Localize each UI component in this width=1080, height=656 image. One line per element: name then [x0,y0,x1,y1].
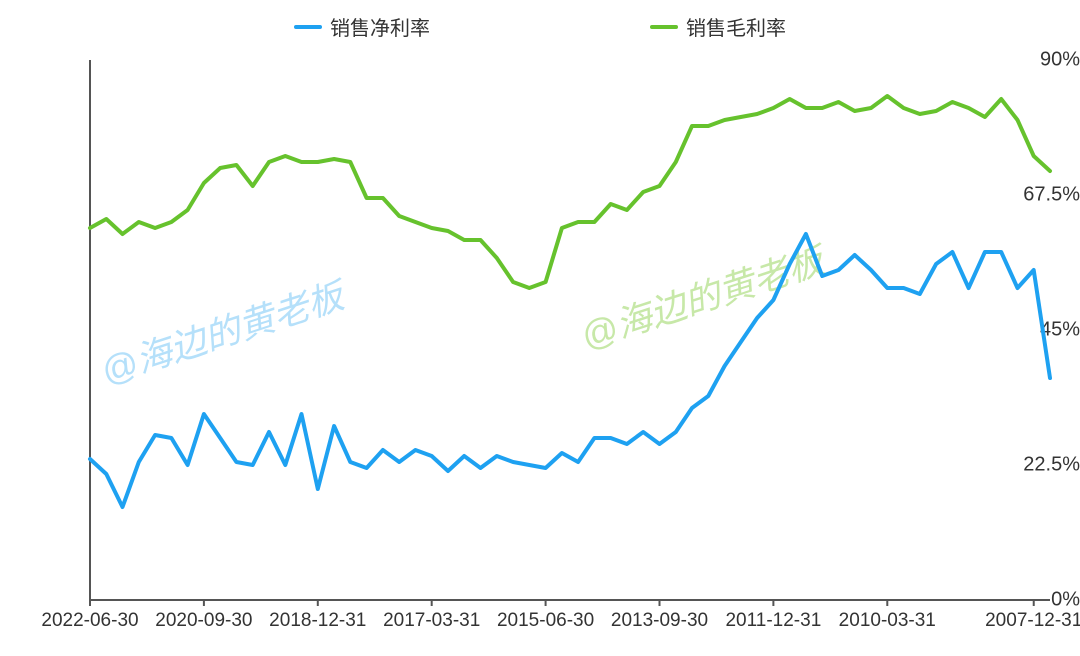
chart-container: 销售净利率 销售毛利率 0%22.5%45%67.5%90% 2022-06-3… [0,0,1080,656]
plot-area [0,0,1080,656]
series-line [90,234,1050,507]
series-line [90,96,1050,288]
